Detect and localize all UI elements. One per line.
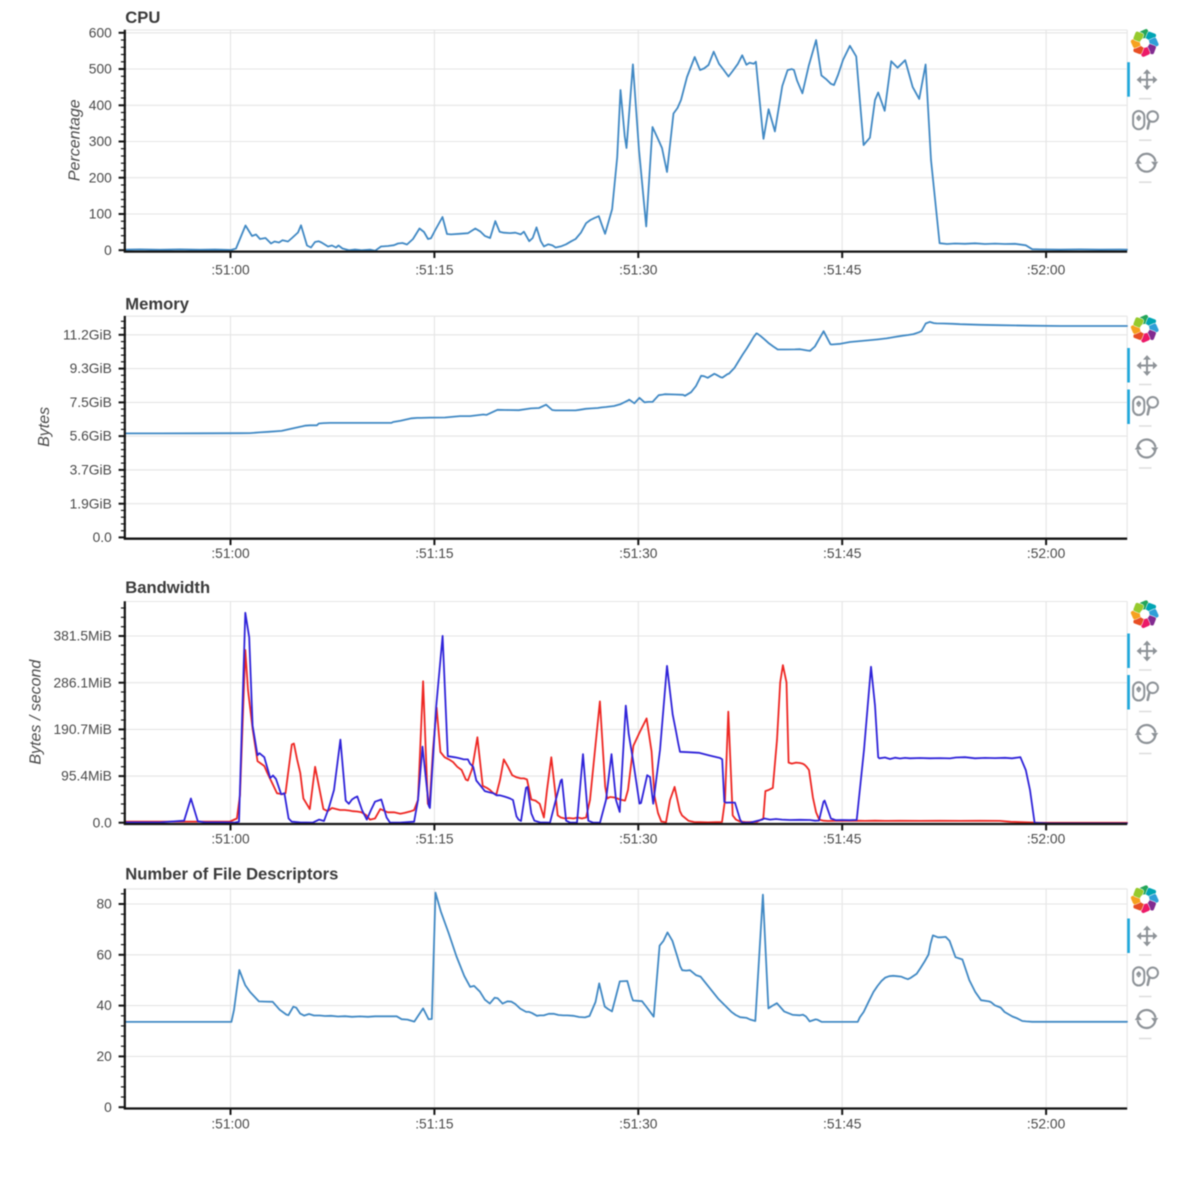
svg-text::51:45: :51:45 [823, 1116, 862, 1131]
svg-text::52:00: :52:00 [1027, 1116, 1066, 1131]
svg-text:9.3GiB: 9.3GiB [70, 361, 112, 376]
svg-text:3.7GiB: 3.7GiB [70, 463, 112, 478]
svg-text:400: 400 [89, 98, 112, 113]
svg-text:Bytes / second: Bytes / second [28, 659, 45, 765]
svg-text:0.0: 0.0 [93, 530, 113, 545]
svg-text:CPU: CPU [125, 8, 160, 27]
svg-text:190.7MiB: 190.7MiB [54, 722, 112, 737]
svg-text:20: 20 [96, 1049, 112, 1064]
svg-text:1.9GiB: 1.9GiB [70, 496, 112, 511]
svg-text:286.1MiB: 286.1MiB [54, 675, 112, 690]
svg-text::51:15: :51:15 [415, 546, 454, 561]
svg-text::51:45: :51:45 [823, 831, 862, 846]
svg-text::51:15: :51:15 [415, 831, 454, 846]
svg-text::52:00: :52:00 [1027, 262, 1066, 277]
svg-text:5.6GiB: 5.6GiB [70, 429, 112, 444]
svg-text::51:15: :51:15 [415, 262, 454, 277]
svg-text:80: 80 [96, 897, 112, 912]
svg-text:500: 500 [89, 62, 112, 77]
svg-text::51:15: :51:15 [415, 1116, 454, 1131]
svg-text:0: 0 [104, 243, 112, 258]
svg-text::51:00: :51:00 [211, 262, 250, 277]
svg-text::52:00: :52:00 [1027, 831, 1066, 846]
svg-text::51:30: :51:30 [619, 546, 658, 561]
svg-text:381.5MiB: 381.5MiB [54, 629, 112, 644]
svg-text:200: 200 [89, 170, 112, 185]
svg-text::51:00: :51:00 [211, 1116, 250, 1131]
svg-text::52:00: :52:00 [1027, 546, 1066, 561]
svg-text:Number of File Descriptors: Number of File Descriptors [125, 865, 338, 884]
svg-text::51:45: :51:45 [823, 262, 862, 277]
svg-text:11.2GiB: 11.2GiB [63, 327, 112, 342]
svg-text:Bytes: Bytes [36, 407, 53, 447]
svg-text::51:00: :51:00 [211, 546, 250, 561]
svg-text:Bandwidth: Bandwidth [125, 578, 210, 597]
svg-text:Memory: Memory [125, 295, 189, 314]
svg-text:40: 40 [96, 998, 112, 1013]
svg-text:95.4MiB: 95.4MiB [61, 769, 112, 784]
svg-text:100: 100 [89, 207, 112, 222]
svg-text:7.5GiB: 7.5GiB [70, 395, 112, 410]
svg-text::51:30: :51:30 [619, 831, 658, 846]
svg-text:0.0: 0.0 [93, 815, 113, 830]
svg-text:Percentage: Percentage [66, 99, 83, 181]
svg-text:60: 60 [96, 947, 112, 962]
svg-text::51:30: :51:30 [619, 262, 658, 277]
svg-text::51:00: :51:00 [211, 831, 250, 846]
svg-text::51:30: :51:30 [619, 1116, 658, 1131]
svg-text:0: 0 [104, 1100, 112, 1115]
svg-text:600: 600 [89, 25, 112, 40]
svg-text::51:45: :51:45 [823, 546, 862, 561]
svg-text:300: 300 [89, 134, 112, 149]
